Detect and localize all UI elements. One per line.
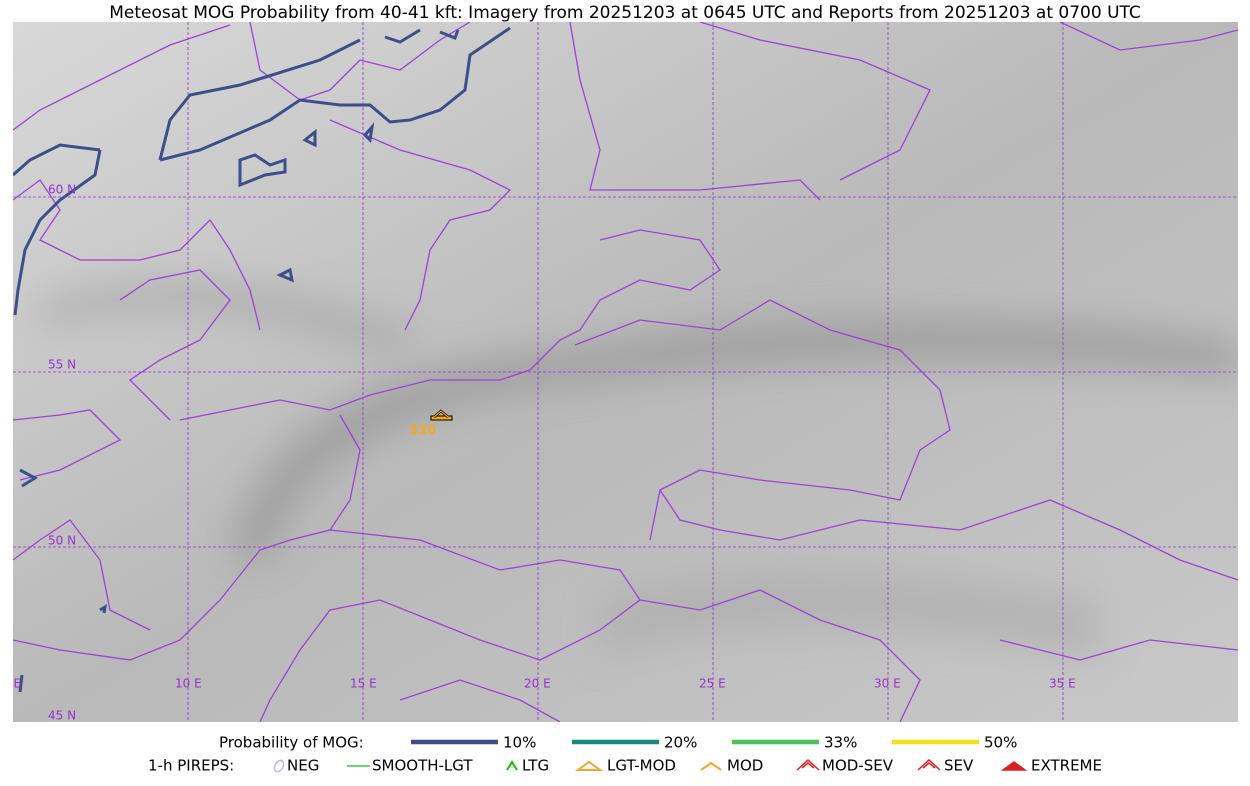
legend-label: 10% (503, 734, 536, 752)
legend-title: 1-h PIREPS: (148, 757, 234, 775)
lon-label: 10 E (175, 677, 202, 691)
legend-label: LTG (522, 757, 549, 775)
lat-label: 60 N (48, 183, 76, 197)
legend-label: MOD-SEV (822, 757, 894, 775)
legend-label: SEV (944, 757, 974, 775)
map: 60 N 55 N 50 N 45 N 5 E 10 E 15 E 20 E 25 E 30 E 3… (2, 22, 1238, 723)
lon-label: 30 E (874, 677, 901, 691)
lat-label: 55 N (48, 358, 76, 372)
legend-label: SMOOTH-LGT (372, 757, 473, 775)
pirep-icons (273, 758, 1028, 773)
report-label: 330 (409, 424, 436, 439)
mog-contours (13, 26, 511, 693)
legend-title: Probability of MOG: (219, 734, 364, 752)
lon-label: 15 E (350, 677, 377, 691)
pirep-report: 330 (409, 409, 453, 439)
legend-label: 50% (984, 734, 1017, 752)
legend-label: EXTREME (1031, 757, 1102, 775)
lat-label: 45 N (48, 709, 76, 723)
lon-label: 25 E (699, 677, 726, 691)
legend-label: NEG (287, 757, 319, 775)
legend-label: 33% (824, 734, 857, 752)
lon-label: 20 E (524, 677, 551, 691)
dark-band (40, 278, 1238, 660)
lat-label: 50 N (48, 534, 76, 548)
legend-label: MOD (727, 757, 763, 775)
title: Meteosat MOG Probability from 40-41 kft:… (109, 3, 1141, 23)
legend-label: LGT-MOD (607, 757, 676, 775)
legend: Probability of MOG: 1-h PIREPS: 10% 20% 33… (148, 734, 1102, 775)
grid: 60 N 55 N 50 N 45 N 5 E 10 E 15 E 20 E 25 E 30 E 3… (2, 22, 1238, 723)
lon-label: 35 E (1049, 677, 1076, 691)
legend-label: 20% (664, 734, 697, 752)
lon-label: 5 E (2, 677, 21, 691)
